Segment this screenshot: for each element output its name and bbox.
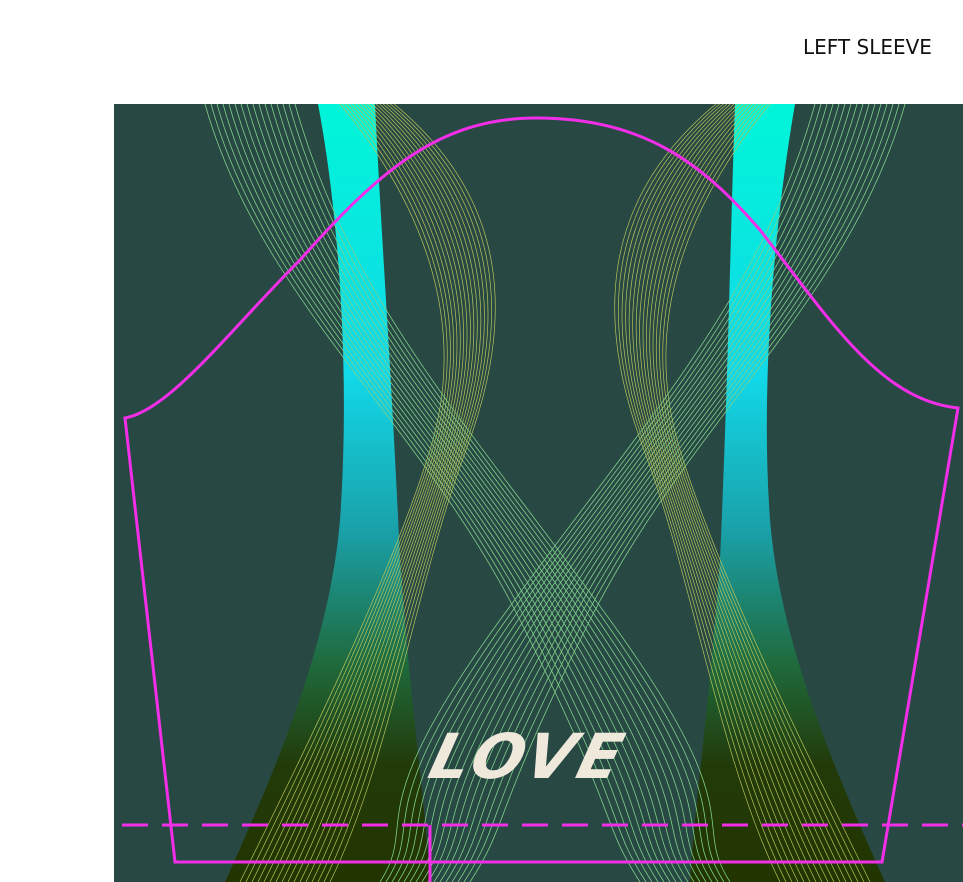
- wave-line: [275, 104, 464, 882]
- wave-line: [665, 104, 871, 882]
- wave-line: [239, 104, 445, 882]
- wave-line: [251, 104, 451, 882]
- wave-line: [625, 104, 799, 882]
- love-text: LOVE: [422, 721, 634, 793]
- sleeve-outline: [123, 116, 960, 864]
- wave-line: [210, 104, 647, 882]
- wave-line: [204, 104, 641, 882]
- wave-line: [294, 104, 731, 882]
- wave-line: [628, 104, 805, 882]
- right-band: [690, 104, 885, 882]
- wave-line: [463, 104, 900, 882]
- piece-title: LEFT SLEEVE: [803, 35, 932, 59]
- wave-line: [618, 104, 787, 882]
- wave-line: [258, 104, 695, 882]
- wave-line: [621, 104, 793, 882]
- wave-line: [385, 104, 822, 882]
- wave-line: [397, 104, 834, 882]
- wave-line: [287, 104, 471, 882]
- wave-line: [646, 104, 835, 882]
- wave-line: [451, 104, 888, 882]
- wave-line: [317, 104, 489, 882]
- wave-line: [659, 104, 859, 882]
- wave-line: [614, 104, 781, 882]
- wave-line: [403, 104, 840, 882]
- wave-line: [642, 104, 829, 882]
- wave-line: [276, 104, 713, 882]
- wave-line: [228, 104, 665, 882]
- wave-line: [639, 104, 823, 882]
- wave-line: [652, 104, 847, 882]
- wave-line: [293, 104, 475, 882]
- wave-line: [649, 104, 841, 882]
- wave-line: [305, 104, 482, 882]
- wave-line: [662, 104, 865, 882]
- wave-line: [323, 104, 492, 882]
- wave-line: [257, 104, 454, 882]
- wave-line: [281, 104, 468, 882]
- wave-line: [269, 104, 461, 882]
- wave-line: [635, 104, 817, 882]
- wave-line: [445, 104, 882, 882]
- wave-line: [222, 104, 659, 882]
- wave-line: [656, 104, 853, 882]
- wave-line: [311, 104, 485, 882]
- wave-line: [469, 104, 906, 882]
- wave-line: [282, 104, 719, 882]
- wave-line: [245, 104, 448, 882]
- wave-line: [415, 104, 852, 882]
- wave-line: [299, 104, 478, 882]
- wave-line: [379, 104, 816, 882]
- wave-line: [329, 104, 496, 882]
- left-band: [225, 104, 430, 882]
- wave-line: [270, 104, 707, 882]
- wave-line: [264, 104, 701, 882]
- wave-line: [288, 104, 725, 882]
- wave-line: [263, 104, 458, 882]
- wave-line: [391, 104, 828, 882]
- artwork: [204, 104, 906, 882]
- wave-line: [632, 104, 811, 882]
